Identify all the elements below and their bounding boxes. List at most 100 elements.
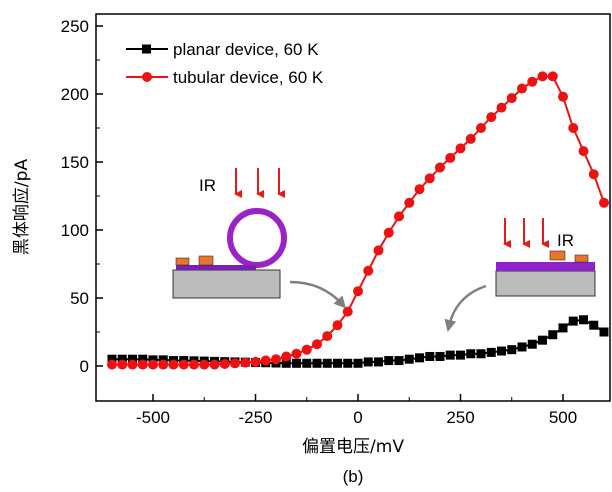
legend-label-planar: planar device, 60 K <box>173 40 319 59</box>
legend-marker-tubular <box>142 72 152 82</box>
x-tick-label: 0 <box>353 408 362 427</box>
data-point <box>363 357 373 367</box>
data-point <box>445 350 455 360</box>
data-point <box>425 351 435 361</box>
data-point <box>486 347 496 357</box>
data-point <box>496 102 507 113</box>
data-point <box>343 358 353 368</box>
data-point <box>363 265 374 276</box>
legend-label-tubular: tubular device, 60 K <box>173 68 324 87</box>
data-point <box>445 152 456 163</box>
data-point <box>476 349 486 359</box>
series-line <box>112 75 605 366</box>
data-point <box>404 354 414 364</box>
data-point <box>128 354 137 364</box>
active-layer <box>496 262 595 271</box>
data-point <box>506 93 517 104</box>
data-point <box>168 359 179 370</box>
ir-label-right: IR <box>557 231 574 250</box>
y-axis-label: 黑体响应/pA <box>12 159 32 256</box>
data-point <box>517 83 527 94</box>
data-point <box>342 306 353 317</box>
data-point <box>312 339 322 350</box>
data-point <box>455 143 466 154</box>
data-point <box>148 359 158 370</box>
y-tick-label: 100 <box>61 221 89 240</box>
data-point <box>312 358 322 368</box>
x-tick-label: -250 <box>238 408 272 427</box>
data-point <box>189 359 199 370</box>
data-point <box>424 173 435 184</box>
x-tick-label: 250 <box>446 408 474 427</box>
data-point <box>466 349 476 359</box>
data-point <box>568 316 578 326</box>
data-point <box>456 350 465 360</box>
ir-label-left: IR <box>199 176 216 195</box>
figure-caption: (b) <box>343 467 364 486</box>
data-point <box>415 353 424 363</box>
contact-pad <box>549 250 566 261</box>
y-tick-label: 50 <box>70 289 89 308</box>
data-point <box>117 354 127 364</box>
y-axis: 0 50 100 150 200 250 <box>61 17 103 376</box>
data-point <box>589 320 599 330</box>
x-tick-label: -500 <box>136 408 170 427</box>
substrate <box>495 270 596 297</box>
data-point <box>588 169 599 180</box>
data-point <box>250 356 261 367</box>
contact-pad <box>574 254 589 263</box>
data-point <box>127 359 138 370</box>
series-tubular <box>107 71 609 370</box>
data-point <box>322 331 333 342</box>
data-point <box>558 323 568 333</box>
data-point <box>435 351 445 361</box>
data-point <box>435 162 445 173</box>
data-point <box>579 315 588 325</box>
data-point <box>240 357 251 368</box>
y-tick-label: 150 <box>61 153 89 172</box>
x-axis: -500 -250 0 250 500 <box>136 394 577 427</box>
data-point <box>301 344 312 355</box>
data-point <box>373 245 384 256</box>
data-point <box>199 359 210 370</box>
data-point <box>281 351 292 362</box>
data-point <box>333 358 342 368</box>
data-point <box>497 346 506 356</box>
data-point <box>292 358 301 368</box>
data-point <box>219 358 230 369</box>
data-point <box>507 345 517 355</box>
data-point <box>353 358 363 368</box>
legend: planar device, 60 K tubular device, 60 K <box>126 40 324 87</box>
data-point <box>353 286 363 297</box>
data-point <box>291 348 302 359</box>
tubular-device-inset: IR <box>172 168 347 309</box>
data-point <box>414 184 425 195</box>
plot-frame <box>95 13 611 402</box>
y-tick-label: 250 <box>61 17 89 36</box>
data-point <box>599 327 609 337</box>
data-point <box>394 356 404 366</box>
substrate <box>172 269 281 299</box>
y-tick-label: 200 <box>61 85 89 104</box>
data-point <box>527 76 538 87</box>
rolled-tube <box>227 208 287 268</box>
data-point <box>271 354 281 365</box>
y-tick-label: 0 <box>80 357 89 376</box>
data-point <box>548 330 558 340</box>
contact-pad <box>198 255 214 266</box>
data-point <box>599 197 609 208</box>
legend-marker-planar <box>142 44 151 54</box>
data-point <box>394 211 404 222</box>
planar-device-inset: IR <box>444 218 596 332</box>
data-point <box>374 357 383 367</box>
data-point <box>517 342 527 352</box>
data-point <box>107 359 117 370</box>
active-layer <box>176 265 256 270</box>
data-point <box>107 354 117 364</box>
data-point <box>537 71 548 82</box>
data-point <box>178 359 189 370</box>
x-tick-label: 500 <box>549 408 577 427</box>
data-point <box>281 358 291 368</box>
data-point <box>322 358 332 368</box>
